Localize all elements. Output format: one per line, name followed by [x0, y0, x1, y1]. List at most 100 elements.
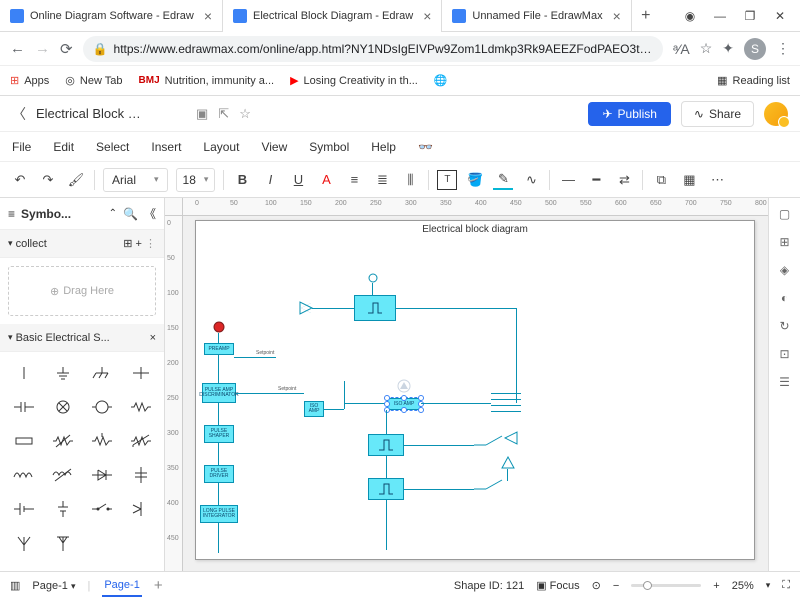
menu-visibility-icon[interactable]: 👓: [418, 140, 433, 154]
symbol-capacitor2[interactable]: [121, 458, 160, 492]
menu-select[interactable]: Select: [96, 140, 129, 154]
canvas[interactable]: 0501001502002503003504004505005506006507…: [165, 198, 768, 571]
zoom-slider[interactable]: [631, 584, 701, 587]
menu-symbol[interactable]: Symbol: [309, 140, 349, 154]
symbol-source[interactable]: [82, 390, 121, 424]
line-color-icon[interactable]: ✎: [493, 170, 513, 190]
symbol-antenna2[interactable]: [43, 526, 82, 560]
symbol-transistor[interactable]: [121, 492, 160, 526]
arrow-style-icon[interactable]: ⇄: [614, 170, 634, 190]
browser-tab-1[interactable]: Electrical Block Diagram - Edraw ×: [223, 0, 442, 32]
symbol-battery[interactable]: [4, 492, 43, 526]
collapse-icon[interactable]: 《: [144, 205, 156, 222]
page-tab-active[interactable]: Page-1: [102, 575, 141, 597]
symbol-wire[interactable]: [4, 356, 43, 390]
text-color-icon[interactable]: A: [316, 170, 336, 190]
drag-here-zone[interactable]: ⊕ Drag Here: [8, 266, 156, 316]
symbol-resistor-box[interactable]: [4, 424, 43, 458]
back-button[interactable]: 〈: [12, 104, 26, 124]
underline-icon[interactable]: U: [288, 170, 308, 190]
nav-reload-icon[interactable]: ⟳: [60, 40, 73, 58]
menu-file[interactable]: File: [12, 140, 31, 154]
arrange-icon[interactable]: ▦: [679, 170, 699, 190]
search-icon[interactable]: 🔍: [123, 207, 138, 221]
url-input[interactable]: 🔒 https://www.edrawmax.com/online/app.ht…: [83, 36, 663, 62]
nav-forward-icon[interactable]: →: [35, 40, 50, 57]
menu-icon[interactable]: ⋮: [776, 40, 790, 57]
close-icon[interactable]: ×: [423, 8, 431, 24]
menu-insert[interactable]: Insert: [151, 140, 181, 154]
close-icon[interactable]: ×: [613, 8, 621, 24]
window-minimize-icon[interactable]: —: [712, 8, 728, 24]
record-icon[interactable]: ◉: [682, 8, 698, 24]
close-section-icon[interactable]: ×: [150, 332, 156, 344]
bookmark-star-icon[interactable]: ☆: [700, 40, 713, 57]
symbol-cell[interactable]: [43, 492, 82, 526]
redo-icon[interactable]: ↷: [38, 170, 58, 190]
symbol-lamp[interactable]: [43, 390, 82, 424]
block-pulse-driver[interactable]: PULSE DRIVER: [204, 465, 234, 483]
close-icon[interactable]: ×: [204, 8, 212, 24]
menu-help[interactable]: Help: [371, 140, 396, 154]
prop-grid-icon[interactable]: ⊞: [777, 234, 793, 250]
symbol-ground[interactable]: [43, 356, 82, 390]
block-preamp[interactable]: PREAMP: [204, 343, 234, 355]
nav-back-icon[interactable]: ←: [10, 40, 25, 57]
symbol-resistor[interactable]: [121, 390, 160, 424]
block-pulse-shaper[interactable]: PULSE SHAPER: [204, 425, 234, 443]
prop-layers-icon[interactable]: ◈: [777, 262, 793, 278]
block-pulse-amp-disc[interactable]: PULSE AMP DISCRIMINATOR: [202, 383, 236, 403]
profile-avatar[interactable]: S: [744, 38, 766, 60]
bookmark-youtube[interactable]: ▶Losing Creativity in th...: [290, 74, 418, 87]
block-top[interactable]: [354, 295, 396, 321]
section-basic-electrical[interactable]: ▾ Basic Electrical S... ×: [0, 324, 164, 352]
page-select[interactable]: Page-1 ▾: [32, 580, 75, 592]
connector-icon[interactable]: ∿: [521, 170, 541, 190]
font-family-select[interactable]: Arial▾: [103, 168, 168, 192]
zoom-in-icon[interactable]: +: [713, 580, 719, 592]
add-icon[interactable]: +: [136, 238, 142, 250]
browser-tab-0[interactable]: Online Diagram Software - Edraw ×: [0, 0, 223, 32]
menu-layout[interactable]: Layout: [203, 140, 239, 154]
symbol-variable-resistor[interactable]: [43, 424, 82, 458]
block-m2[interactable]: [368, 478, 404, 500]
export-icon[interactable]: ⇱: [218, 106, 229, 122]
extensions-icon[interactable]: ✦: [722, 40, 734, 57]
browser-tab-2[interactable]: Unnamed File - EdrawMax ×: [442, 0, 631, 32]
window-close-icon[interactable]: ✕: [772, 8, 788, 24]
align-v-icon[interactable]: ≣: [372, 170, 392, 190]
line-weight-icon[interactable]: ━: [586, 170, 606, 190]
bold-icon[interactable]: B: [232, 170, 252, 190]
document-title[interactable]: Electrical Block D...: [36, 106, 146, 121]
page-list-icon[interactable]: ▥: [10, 579, 20, 592]
font-size-select[interactable]: 18▾: [176, 168, 216, 192]
line-style-icon[interactable]: —: [558, 170, 578, 190]
symbol-diode[interactable]: [82, 458, 121, 492]
prop-comments-icon[interactable]: ⊡: [777, 346, 793, 362]
reading-list-button[interactable]: ▦ Reading list: [717, 74, 790, 87]
undo-icon[interactable]: ↶: [10, 170, 30, 190]
symbol-capacitor[interactable]: [4, 390, 43, 424]
zoom-value[interactable]: 25%: [732, 580, 754, 592]
symbol-potentiometer[interactable]: [82, 424, 121, 458]
panel-grip-icon[interactable]: ≡: [8, 207, 15, 221]
prop-page-icon[interactable]: ▢: [777, 206, 793, 222]
symbol-thermistor[interactable]: [121, 424, 160, 458]
add-page-button[interactable]: +: [154, 577, 163, 594]
spacing-icon[interactable]: ⫼: [400, 170, 420, 190]
new-tab-button[interactable]: +: [632, 7, 660, 25]
favorite-icon[interactable]: ☆: [239, 106, 251, 122]
menu-view[interactable]: View: [261, 140, 287, 154]
fullscreen-icon[interactable]: ⛶: [782, 579, 790, 592]
bookmark-bmj[interactable]: BMJNutrition, immunity a...: [139, 75, 275, 87]
block-m1[interactable]: [368, 434, 404, 456]
prop-history-icon[interactable]: ↻: [777, 318, 793, 334]
menu-edit[interactable]: Edit: [53, 140, 74, 154]
block-iso-amp[interactable]: ISO AMP: [304, 401, 324, 417]
symbol-junction[interactable]: [121, 356, 160, 390]
symbol-inductor[interactable]: [4, 458, 43, 492]
user-avatar[interactable]: [764, 102, 788, 126]
prop-menu-icon[interactable]: ☰: [777, 374, 793, 390]
align-h-icon[interactable]: ≡: [344, 170, 364, 190]
share-button[interactable]: ∿Share: [681, 101, 754, 127]
